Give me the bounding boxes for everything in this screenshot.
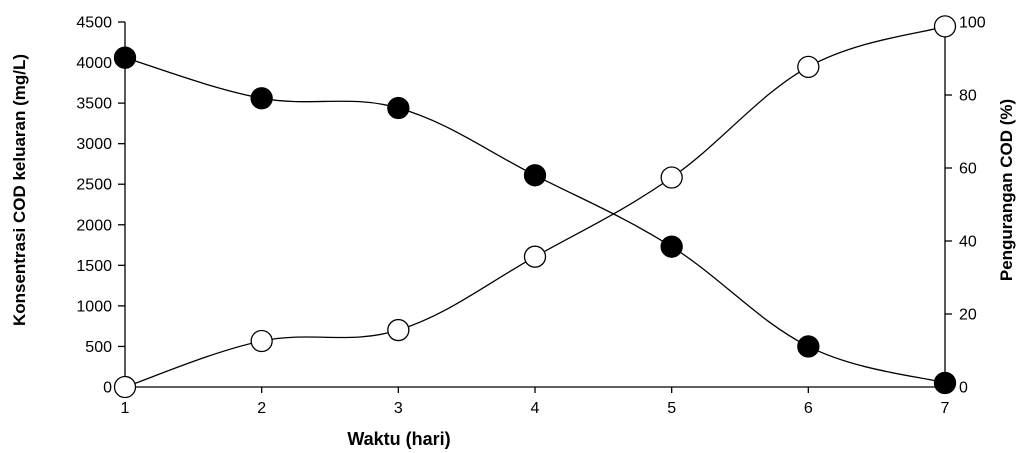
x-tick-label: 4 [531, 400, 540, 417]
right-axis: 0 20 40 60 80 100 [944, 15, 986, 397]
x-axis: 1 2 3 4 5 6 7 [121, 386, 950, 417]
cod-concentration-point [113, 46, 137, 69]
x-tick-label: 5 [667, 400, 676, 417]
series-lines [124, 25, 946, 388]
left-tick-label: 3000 [76, 136, 112, 153]
left-tick-label: 1500 [76, 258, 112, 275]
right-axis-title: Pengurangan COD (%) [997, 99, 1016, 281]
x-tick-label: 1 [121, 400, 130, 417]
cod-reduction-point [797, 55, 820, 79]
left-tick-label: 0 [103, 380, 112, 397]
left-tick-label: 500 [85, 339, 112, 356]
cod-concentration-point [797, 335, 820, 358]
left-tick-label: 2500 [76, 177, 112, 194]
cod-concentration-point [387, 96, 410, 120]
series-markers [113, 15, 957, 399]
cod-reduction-point [660, 166, 683, 189]
right-tick-label: 40 [959, 234, 977, 251]
cod-reduction-point [113, 375, 137, 399]
cod-reduction-point [523, 245, 547, 268]
right-tick-label: 0 [959, 380, 968, 397]
x-tick-label: 6 [804, 400, 813, 417]
cod-concentration-line [124, 57, 946, 384]
x-axis-title: Waktu (hari) [347, 429, 450, 449]
right-tick-label: 100 [959, 15, 986, 32]
left-tick-label: 4000 [76, 55, 112, 72]
left-tick-label: 2000 [76, 217, 112, 234]
cod-concentration-point [250, 87, 273, 110]
left-tick-label: 1000 [76, 298, 112, 315]
x-tick-label: 2 [257, 400, 266, 417]
left-axis-title: Konsentrasi COD keluaran (mg/L) [10, 54, 29, 326]
cod-concentration-point [933, 371, 957, 395]
cod-reduction-point [933, 15, 957, 38]
x-tick-label: 7 [941, 400, 950, 417]
right-tick-label: 20 [959, 307, 977, 324]
cod-reduction-line [124, 25, 946, 388]
cod-reduction-point [250, 329, 273, 353]
left-tick-label: 3500 [76, 96, 112, 113]
cod-reduction-point [387, 318, 410, 342]
left-axis: 0 500 1000 1500 2000 2500 3000 3500 4000 4500 [76, 15, 126, 397]
cod-concentration-point [660, 235, 683, 258]
x-tick-label: 3 [394, 400, 403, 417]
right-tick-label: 60 [959, 161, 977, 178]
right-tick-label: 80 [959, 88, 977, 105]
cod-concentration-point [523, 164, 547, 187]
left-tick-label: 4500 [76, 15, 112, 32]
